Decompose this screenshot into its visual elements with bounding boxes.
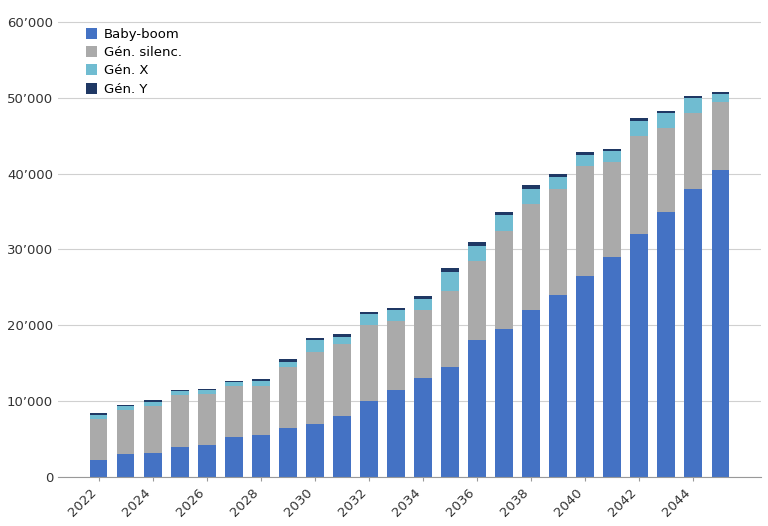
Bar — [549, 174, 567, 177]
Bar — [252, 381, 270, 386]
Bar — [198, 445, 216, 477]
Bar — [171, 395, 188, 447]
Bar — [225, 381, 243, 382]
Bar — [577, 276, 594, 477]
Bar — [711, 92, 729, 94]
Bar — [442, 268, 458, 272]
Bar — [360, 401, 378, 477]
Bar — [279, 428, 296, 477]
Bar — [306, 424, 323, 477]
Bar — [631, 120, 648, 136]
Bar — [387, 310, 405, 321]
Bar — [495, 230, 513, 329]
Bar — [631, 118, 648, 120]
Bar — [117, 407, 134, 410]
Bar — [171, 390, 188, 391]
Bar — [414, 378, 432, 477]
Bar — [387, 308, 405, 310]
Bar — [90, 414, 108, 419]
Bar — [198, 394, 216, 445]
Bar — [495, 215, 513, 230]
Bar — [442, 291, 458, 367]
Bar — [117, 405, 134, 407]
Bar — [360, 311, 378, 314]
Bar — [604, 257, 621, 477]
Bar — [549, 177, 567, 189]
Bar — [387, 390, 405, 477]
Bar — [279, 359, 296, 362]
Bar — [144, 453, 161, 477]
Bar — [522, 310, 540, 477]
Bar — [711, 94, 729, 102]
Bar — [604, 151, 621, 163]
Bar — [495, 211, 513, 215]
Bar — [252, 379, 270, 381]
Bar — [306, 352, 323, 424]
Bar — [279, 362, 296, 367]
Bar — [252, 435, 270, 477]
Bar — [252, 386, 270, 435]
Bar — [90, 460, 108, 477]
Bar — [549, 189, 567, 295]
Bar — [442, 272, 458, 291]
Bar — [360, 314, 378, 325]
Bar — [333, 337, 351, 344]
Bar — [577, 166, 594, 276]
Bar — [631, 235, 648, 477]
Bar — [225, 438, 243, 477]
Bar — [90, 413, 108, 414]
Bar — [225, 386, 243, 438]
Bar — [468, 340, 486, 477]
Bar — [604, 149, 621, 151]
Bar — [657, 113, 675, 128]
Bar — [117, 410, 134, 454]
Bar — [468, 242, 486, 246]
Bar — [198, 389, 216, 390]
Bar — [684, 98, 702, 113]
Bar — [198, 390, 216, 394]
Bar — [522, 185, 540, 189]
Bar — [333, 335, 351, 337]
Bar — [279, 367, 296, 428]
Bar — [495, 329, 513, 477]
Bar — [468, 261, 486, 340]
Bar — [306, 338, 323, 340]
Bar — [171, 391, 188, 395]
Bar — [711, 170, 729, 477]
Bar — [657, 111, 675, 113]
Bar — [414, 297, 432, 299]
Bar — [522, 204, 540, 310]
Bar — [711, 102, 729, 170]
Bar — [631, 136, 648, 235]
Bar — [468, 246, 486, 261]
Bar — [225, 382, 243, 386]
Bar — [522, 189, 540, 204]
Bar — [657, 211, 675, 477]
Bar — [577, 155, 594, 166]
Bar — [144, 406, 161, 453]
Bar — [171, 447, 188, 477]
Bar — [333, 416, 351, 477]
Bar — [306, 340, 323, 352]
Bar — [387, 321, 405, 390]
Bar — [657, 128, 675, 211]
Bar — [144, 400, 161, 402]
Legend: Baby-boom, Gén. silenc., Gén. X, Gén. Y: Baby-boom, Gén. silenc., Gén. X, Gén. Y — [85, 28, 182, 96]
Bar — [577, 153, 594, 155]
Bar — [117, 454, 134, 477]
Bar — [360, 325, 378, 401]
Bar — [684, 189, 702, 477]
Bar — [549, 295, 567, 477]
Bar — [414, 299, 432, 310]
Bar — [442, 367, 458, 477]
Bar — [414, 310, 432, 378]
Bar — [144, 402, 161, 406]
Bar — [604, 163, 621, 257]
Bar — [684, 96, 702, 98]
Bar — [333, 344, 351, 416]
Bar — [684, 113, 702, 189]
Bar — [90, 419, 108, 460]
